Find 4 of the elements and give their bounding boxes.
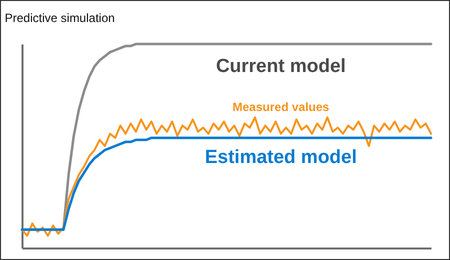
series-label: Current model [216,56,346,77]
series-label: Measured values [232,100,330,114]
series-label: Estimated model [204,146,357,168]
chart-title: Predictive simulation [4,10,115,25]
